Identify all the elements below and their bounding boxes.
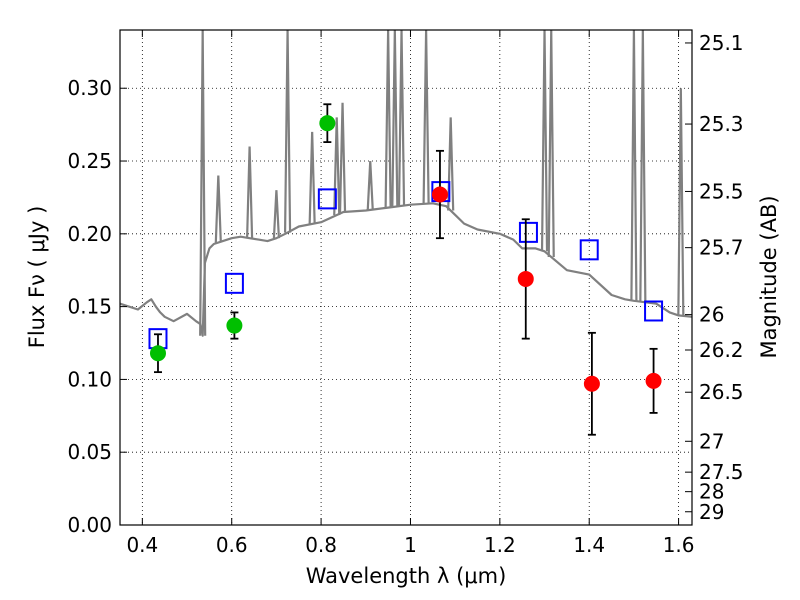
emission-line	[308, 131, 316, 224]
x-tick-label: 1.2	[484, 533, 516, 557]
model-box-marker	[518, 221, 538, 243]
model-box-marker	[224, 272, 244, 294]
emission-line	[245, 146, 254, 239]
y2-tick-label: 26	[699, 303, 724, 327]
x-tick-label: 0.4	[126, 533, 158, 557]
y2-tick-label: 28	[699, 480, 724, 504]
plot-frame	[119, 29, 693, 526]
emission-line	[391, 30, 399, 207]
y2-axis-label: Magnitude (AB)	[757, 195, 781, 358]
emission-line	[677, 88, 685, 316]
x-tick-label: 0.8	[305, 533, 337, 557]
red-data-point	[645, 372, 662, 389]
emission-line	[333, 117, 341, 216]
emission-line	[547, 30, 555, 257]
emission-line	[366, 160, 374, 211]
x-tick-label: 0.6	[216, 533, 248, 557]
y2-tick-label: 26.5	[699, 380, 744, 404]
x-tick-label: 1	[404, 533, 417, 557]
emission-line	[338, 102, 347, 213]
model-spectrum-line	[120, 202, 692, 337]
emission-line	[272, 190, 281, 239]
emission-line	[397, 30, 406, 206]
emission-line	[214, 175, 222, 243]
emission-line	[199, 30, 207, 336]
plot-area	[120, 30, 692, 525]
y2-tick-label: 25.5	[699, 179, 744, 203]
red-data-point	[517, 270, 534, 287]
y2-tick-label: 27	[699, 429, 724, 453]
y-axis-label: Flux Fν ( μJy )	[25, 206, 49, 349]
emission-line	[283, 30, 292, 233]
y-tick-label: 0.20	[67, 222, 112, 246]
y-tick-label: 0.30	[67, 76, 112, 100]
y2-tick-label: 25.7	[699, 236, 744, 260]
green-data-point	[149, 345, 166, 362]
x-axis: 0.4 0.6 0.8 1 1.2 1.4 1.6	[126, 30, 695, 557]
y2-tick-label: 25.3	[699, 112, 744, 136]
emission-line	[540, 30, 549, 252]
red-data-point	[431, 186, 448, 203]
y2-tick-label: 26.2	[699, 338, 744, 362]
emission-line	[422, 30, 430, 204]
model-box-marker	[644, 300, 664, 322]
y-tick-label: 0.25	[67, 149, 112, 173]
red-data-point	[583, 375, 600, 392]
emission-line	[447, 117, 455, 211]
green-data-point	[226, 317, 243, 334]
y2-tick-label: 25.1	[699, 31, 744, 55]
green-data-point	[319, 115, 336, 132]
x-axis-label: Wavelength λ (μm)	[306, 564, 507, 588]
x-tick-label: 1.4	[573, 533, 605, 557]
model-box-marker	[317, 188, 337, 210]
emission-line	[630, 30, 638, 301]
y2-tick-label: 29	[699, 500, 724, 524]
model-spectrum-layer	[120, 30, 692, 337]
y-tick-label: 0.15	[67, 295, 112, 319]
x-tick-label: 1.6	[663, 533, 695, 557]
y-tick-label: 0.05	[67, 440, 112, 464]
y2-tick-label: 27.5	[699, 460, 744, 484]
y-axis: 0.00 0.05 0.10 0.15 0.20 0.25 0.30	[67, 76, 127, 537]
y-tick-label: 0.00	[67, 513, 112, 537]
data-points-layer	[149, 103, 662, 436]
emission-line	[384, 30, 392, 208]
emission-line	[639, 30, 647, 302]
y-tick-label: 0.10	[67, 367, 112, 391]
model-box-marker	[579, 239, 599, 261]
